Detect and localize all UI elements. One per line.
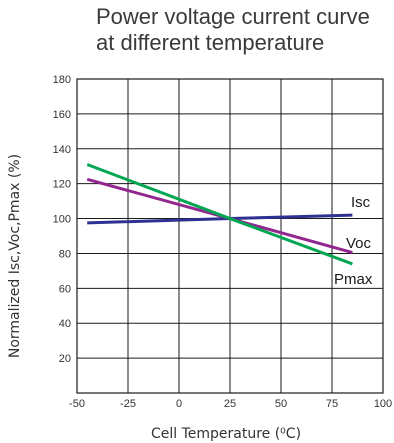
series-label-isc: Isc xyxy=(351,194,371,211)
y-axis-label: Normalized Isc,Voc,Pmax (%) xyxy=(7,154,23,358)
series-label-voc: Voc xyxy=(346,235,372,252)
y-tick-label: 20 xyxy=(59,353,71,365)
y-tick-label: 80 xyxy=(59,248,71,260)
y-tick-label: 140 xyxy=(53,144,71,156)
x-tick-label: 100 xyxy=(374,398,392,410)
chart-title-line-1: Power voltage current curve xyxy=(96,4,370,29)
series-line-pmax xyxy=(86,163,353,266)
x-tick-label: 25 xyxy=(224,398,236,410)
series-label-pmax: Pmax xyxy=(334,271,373,288)
y-tick-label: 100 xyxy=(53,214,71,226)
y-tick-label: 120 xyxy=(53,179,71,191)
x-tick-label: 50 xyxy=(275,398,287,410)
chart-title-line-2: at different temperature xyxy=(96,30,325,55)
chart-title: Power voltage current curve at different… xyxy=(96,4,392,56)
y-tick-label: 60 xyxy=(59,283,71,295)
y-tick-label: 40 xyxy=(59,318,71,330)
x-axis-label: Cell Temperature (⁰C) xyxy=(151,426,301,442)
y-tick-label: 160 xyxy=(53,109,71,121)
x-tick-label: -50 xyxy=(69,398,85,410)
plot-frame xyxy=(76,78,384,394)
x-tick-label: 75 xyxy=(326,398,338,410)
x-tick-label: 0 xyxy=(176,398,182,410)
x-tick-label: -25 xyxy=(120,398,136,410)
y-tick-label: 180 xyxy=(53,74,71,86)
